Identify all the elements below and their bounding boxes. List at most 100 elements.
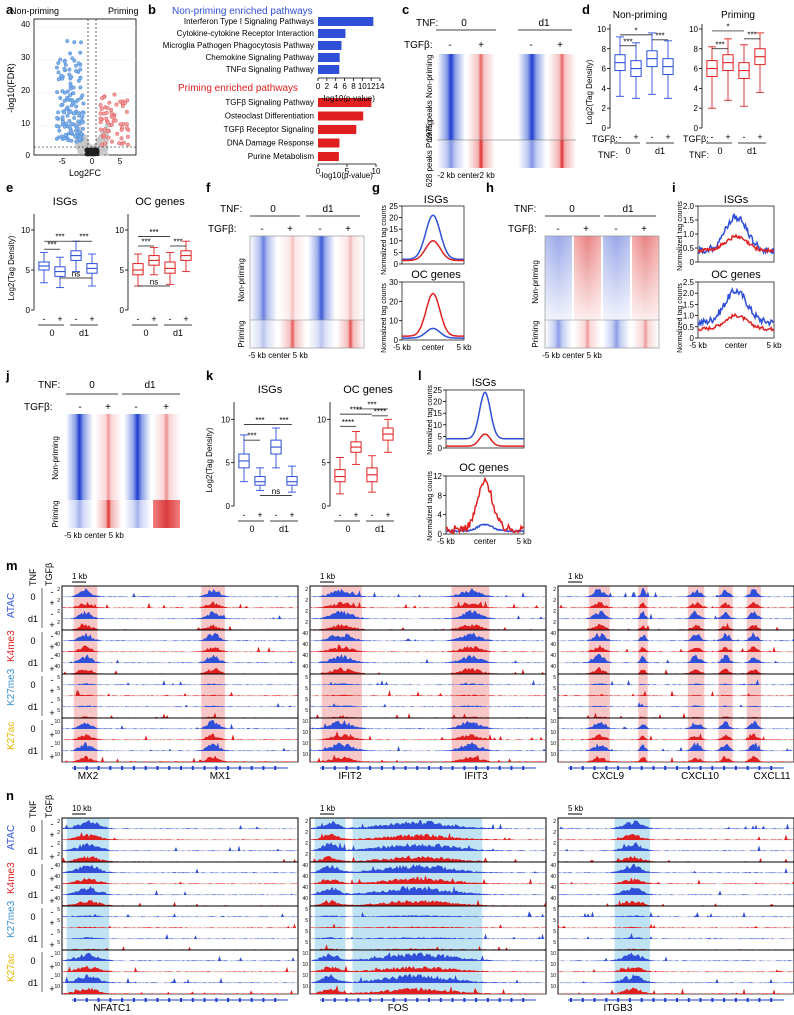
pathway-bar — [318, 125, 357, 134]
signal-track — [310, 832, 546, 840]
volcano-point — [65, 95, 70, 100]
track-tgf-header: TGFβ — [44, 563, 54, 586]
profile-title: ISGs — [472, 377, 497, 389]
panel-label-g: g — [372, 180, 380, 195]
track-yscale: 2 — [57, 587, 60, 593]
heatmap-col — [124, 500, 151, 528]
panel-i-profiles: ISGs OC genes 0 0.5 1.0 1.5 2.0 0 0.5 1.0 1.5 2.0… — [677, 194, 782, 353]
track-yscale: 2 — [305, 620, 308, 626]
pathway-xtick: 12 — [367, 82, 376, 91]
track-yscale: 10 — [54, 752, 60, 758]
track-yscale: 5 — [57, 675, 60, 681]
signal-track — [310, 864, 546, 873]
panel-g-profiles: ISGs OC genes 0 5 10 15 20 25 0 10 20 30 -5 kb cent… — [381, 194, 472, 353]
volcano-point — [69, 74, 74, 79]
signal-track — [310, 654, 546, 663]
gene-exon — [238, 766, 241, 770]
volcano-point — [65, 39, 70, 43]
pathway-label: Chemokine Signaling Pathway — [205, 53, 314, 62]
heatmap-tnf-0: 0 — [461, 18, 467, 29]
track-yscale: 10 — [550, 973, 556, 979]
volcano-point — [109, 114, 114, 119]
box-ylabel: Log2(Tag Density) — [205, 427, 214, 492]
signal-track — [62, 974, 298, 983]
volcano-point — [78, 143, 82, 148]
box-tgf-sign: + — [89, 314, 94, 324]
gene-exon — [180, 998, 182, 1002]
track-yscale: 10 — [54, 730, 60, 736]
gene-exon — [132, 998, 135, 1002]
gene-exon — [486, 766, 489, 770]
signal-track — [310, 899, 546, 906]
sig-label: *** — [255, 416, 264, 425]
sig-label: *** — [747, 30, 756, 39]
gene-exon — [498, 766, 501, 770]
signal-track — [558, 820, 794, 829]
profile-ytick: 1.5 — [683, 300, 695, 309]
gene-exon — [723, 998, 726, 1002]
sig-label: **** — [342, 418, 354, 427]
track-tgf-value: + — [49, 874, 54, 884]
svg-text:0: 0 — [89, 380, 95, 391]
box-ytick: 5 — [226, 459, 231, 468]
box-ytick: 6 — [602, 65, 607, 74]
gene-exon — [416, 766, 419, 770]
track-tgf-value: + — [49, 664, 54, 674]
track-yscale: 2 — [553, 819, 556, 825]
profile-ylabel: Normalized tag counts — [677, 283, 684, 353]
panel-j-heatmap: TNF: 0 d1 TGFβ: - + - + Non-priming Prim… — [24, 380, 180, 540]
heatmap-col — [66, 500, 93, 528]
box-tgf-label: TGFβ: — [683, 134, 709, 144]
sig-label: *** — [715, 40, 724, 49]
heatmap-xaxis: -2 kb center2 kb — [437, 171, 495, 180]
gene-label: CXCL9 — [592, 771, 625, 782]
sig-label: *** — [173, 238, 182, 247]
profile-ytick: 2.5 — [683, 278, 695, 287]
box-tgf-sign: - — [711, 132, 714, 142]
volcano-point — [55, 90, 60, 95]
box-tgf-sign: + — [151, 314, 156, 324]
pathway-xtick: 2 — [325, 82, 330, 91]
signal-track — [62, 720, 298, 729]
signal-track — [62, 899, 298, 906]
volcano-point — [112, 92, 117, 97]
volcano-point — [72, 116, 77, 120]
volcano-point — [104, 116, 109, 121]
volcano-point — [85, 140, 89, 144]
track-tnf-value: d1 — [28, 702, 38, 712]
track-tgf-value: - — [51, 741, 54, 751]
box-tgf-sign: - — [169, 314, 172, 324]
profile-ytick: 2.0 — [683, 202, 695, 211]
gene-exon — [74, 998, 76, 1002]
volcano-point — [126, 142, 131, 147]
volcano-point — [72, 40, 77, 45]
pathway-label: Osteoclast Differentiation — [225, 112, 314, 121]
box-tgf-sign: - — [651, 132, 654, 142]
sig-label: * — [726, 22, 729, 31]
heatmap-row-label: Non-priming — [237, 258, 246, 302]
heatmap-col — [467, 54, 495, 140]
gene-exon — [758, 766, 761, 770]
box-tnf-d1: d1 — [79, 328, 89, 338]
volcano-point — [105, 105, 110, 110]
box-tgf-sign: - — [371, 510, 374, 520]
profile-ytick: 15 — [389, 225, 398, 234]
sig-label: **** — [374, 407, 386, 416]
volcano-point — [73, 128, 78, 133]
track-yscale: 40 — [302, 631, 308, 637]
signal-track — [310, 703, 546, 707]
volcano-point — [125, 134, 130, 139]
signal-track — [62, 588, 298, 597]
volcano-point — [72, 58, 77, 63]
signal-track — [558, 842, 794, 851]
profile-title: OC genes — [411, 269, 461, 281]
volcano-point — [74, 63, 78, 68]
volcano-point — [79, 148, 83, 152]
scale-label: 10 kb — [72, 804, 92, 813]
volcano-point — [59, 103, 64, 108]
profile-title: OC genes — [711, 269, 761, 281]
heatmap-tnf-d1: d1 — [538, 18, 550, 29]
box-ytick: 5 — [322, 459, 327, 468]
volcano-point — [117, 141, 122, 146]
volcano-point — [107, 100, 112, 105]
